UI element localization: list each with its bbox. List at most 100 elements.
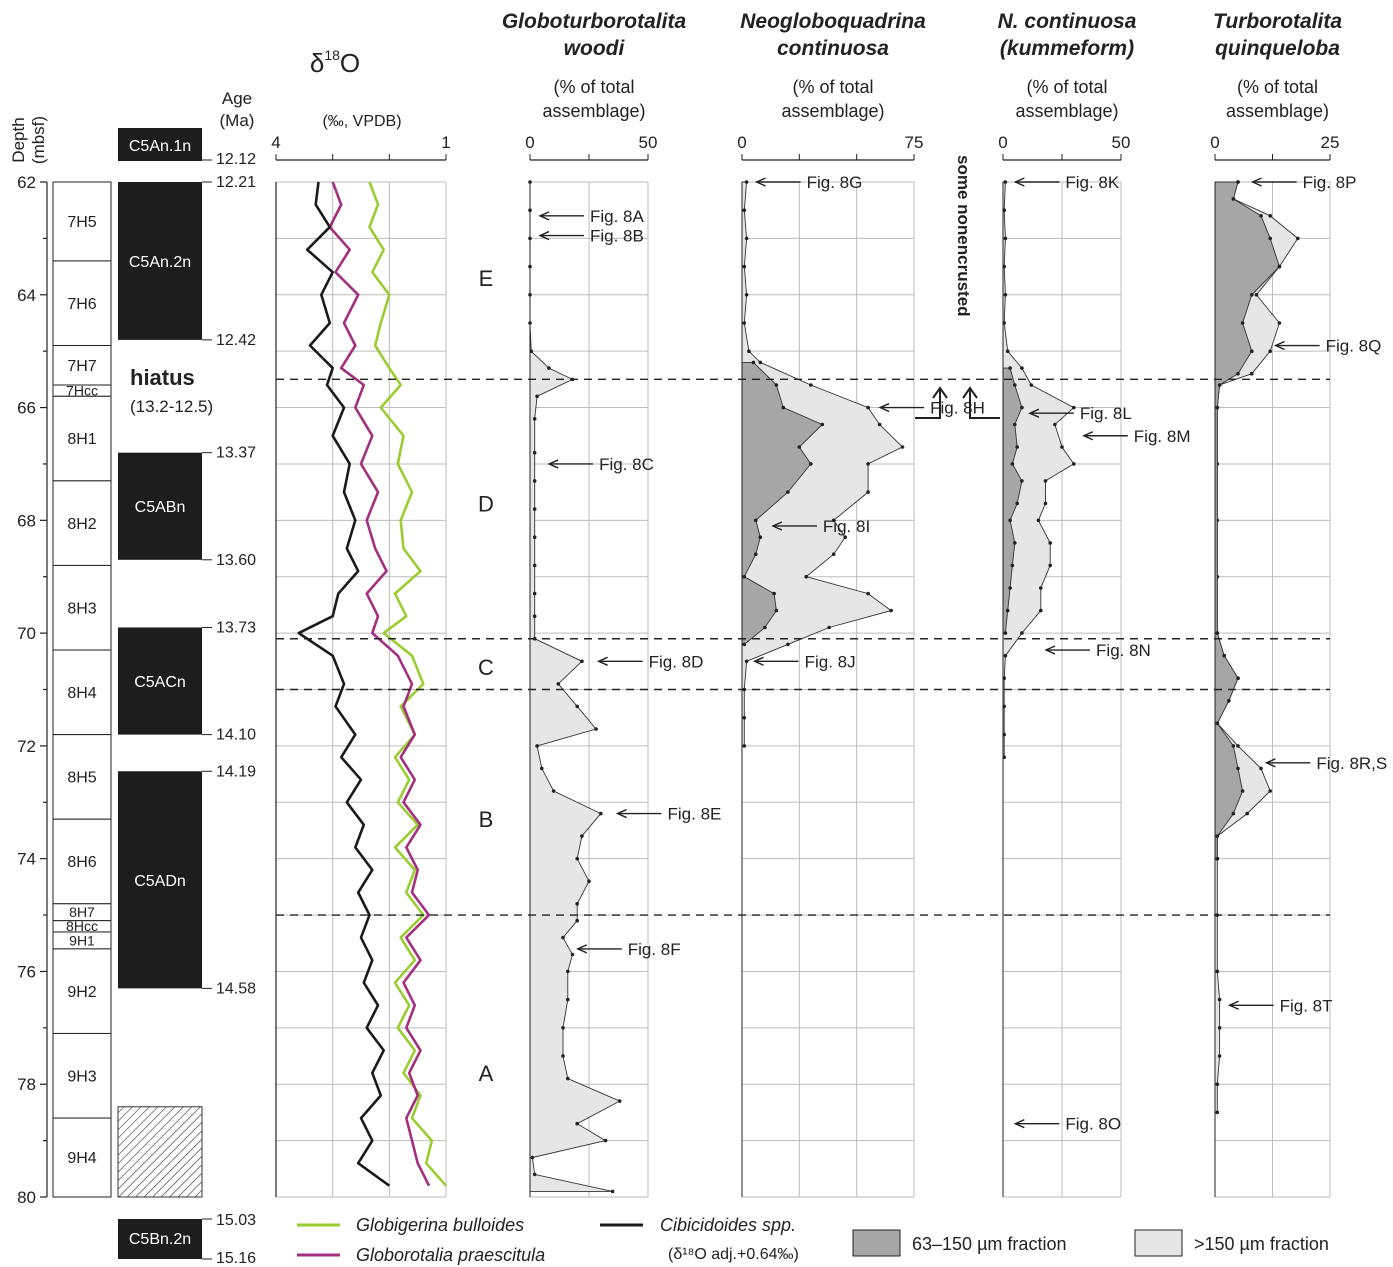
panel-title-line1: Turborotalita: [1213, 10, 1342, 33]
data-point: [1217, 1054, 1222, 1058]
fig-arrowhead: [771, 521, 783, 531]
core-section: [52, 260, 112, 347]
data-point: [889, 608, 893, 613]
chron-age: 15.03: [216, 1212, 256, 1229]
fig-label: Fig. 8E: [668, 805, 722, 824]
data-point: [1215, 721, 1220, 726]
data-point: [1215, 834, 1220, 838]
data-point: [1236, 371, 1240, 376]
hiatus-label: hiatus: [130, 365, 195, 390]
fig-arrowhead: [576, 944, 588, 954]
data-point: [1215, 631, 1220, 635]
data-point: [744, 236, 749, 241]
d18o-line-bulloides: [368, 181, 447, 1187]
chron-box: [118, 627, 202, 735]
top-axis-tick-label: 0: [525, 133, 534, 152]
data-point: [786, 642, 790, 647]
top-axis-tick-label: 0: [737, 133, 746, 152]
data-point: [754, 552, 758, 556]
fig-arrowhead: [1028, 408, 1040, 418]
top-axis-tick-label: 25: [1321, 133, 1340, 152]
data-point: [1043, 479, 1048, 483]
data-point: [1231, 197, 1236, 201]
core-label: 8H3: [67, 600, 96, 617]
data-point: [551, 789, 556, 793]
polarity-chrons: C5An.1n 12.12 C5An.2n 12.21 12.42 C5ABn 13.37 1…: [117, 128, 256, 1267]
data-point: [1013, 541, 1017, 545]
data-point: [1217, 997, 1222, 1002]
woodi-panel: Globoturborotalita woodi (% of total assemb…: [502, 10, 722, 1198]
data-point: [532, 614, 537, 618]
panel-subtitle-line1: (% of total: [792, 77, 873, 97]
data-point: [599, 811, 603, 816]
core-label: 7H5: [67, 214, 96, 231]
fig-label: Fig. 8C: [599, 455, 654, 474]
depth-axis-label: Depth: [9, 117, 28, 162]
data-point: [1003, 631, 1008, 635]
chron-age: 13.60: [216, 552, 256, 569]
data-point: [532, 507, 537, 511]
core-label: 8H5: [67, 770, 96, 787]
data-point: [1236, 676, 1240, 680]
data-point: [594, 727, 598, 731]
panel-title-line2: (kummeform): [1000, 37, 1134, 60]
core-label: 9H4: [67, 1150, 96, 1167]
core-label: 9H2: [67, 984, 96, 1001]
data-point: [575, 856, 579, 861]
fig-arrowhead: [1044, 645, 1056, 655]
legend-small-fraction-label: 63–150 µm fraction: [912, 1234, 1066, 1254]
core-section: [52, 734, 112, 820]
top-axis-tick-label: 50: [1112, 133, 1131, 152]
core-column: 7H57H67H77Hcc8H18H28H38H48H58H68H78Hcc9H…: [52, 181, 112, 1198]
panel-subtitle-line1: (% of total: [1026, 77, 1107, 97]
data-point: [1215, 969, 1220, 974]
top-axis-tick-label: 0: [1210, 133, 1219, 152]
data-point: [1215, 1082, 1220, 1086]
fig-label: Fig. 8Q: [1326, 337, 1382, 356]
fig-arrowhead: [547, 459, 559, 469]
panel-title-line2: continuosa: [777, 37, 889, 60]
core-label: 7H6: [67, 296, 96, 313]
chron-label: C5ABn: [135, 499, 186, 516]
data-point: [1268, 236, 1272, 241]
data-point: [866, 405, 870, 410]
data-point: [1215, 856, 1220, 861]
depth-tick-label: 72: [17, 737, 36, 756]
chron-age: 12.21: [216, 174, 256, 191]
nonencrusted-note: some nonencrusted: [954, 155, 973, 317]
data-point: [1015, 501, 1019, 506]
chron-label: C5An.2n: [129, 254, 191, 271]
data-point: [1240, 789, 1245, 793]
chron-age: 12.12: [216, 151, 256, 168]
data-point: [786, 490, 790, 494]
data-point: [1020, 631, 1024, 635]
data-point: [744, 659, 749, 664]
legend-large-fraction-label: >150 µm fraction: [1194, 1234, 1329, 1254]
data-point: [1039, 608, 1043, 613]
data-point: [797, 445, 802, 449]
data-point: [1259, 214, 1263, 218]
data-point: [744, 180, 749, 184]
data-point: [603, 1138, 608, 1143]
data-point: [535, 394, 539, 399]
data-point: [1296, 236, 1300, 241]
data-point: [1010, 462, 1015, 466]
data-point: [1250, 293, 1254, 297]
data-point: [1245, 811, 1249, 816]
core-label: 9H3: [67, 1068, 96, 1085]
hiatus-range: (13.2-12.5): [130, 397, 213, 416]
data-point: [532, 563, 537, 568]
data-point: [1005, 349, 1010, 354]
core-section: [52, 818, 112, 905]
data-point: [763, 625, 767, 630]
data-point: [580, 659, 584, 664]
data-point: [1003, 653, 1008, 658]
data-point: [1008, 366, 1012, 370]
data-point: [742, 744, 747, 748]
fig-arrowhead: [754, 177, 766, 187]
d18o-tick-label: 4: [271, 133, 280, 152]
data-point: [742, 715, 747, 720]
data-point: [530, 1155, 535, 1160]
chron-label: C5Bn.2n: [129, 1231, 191, 1248]
